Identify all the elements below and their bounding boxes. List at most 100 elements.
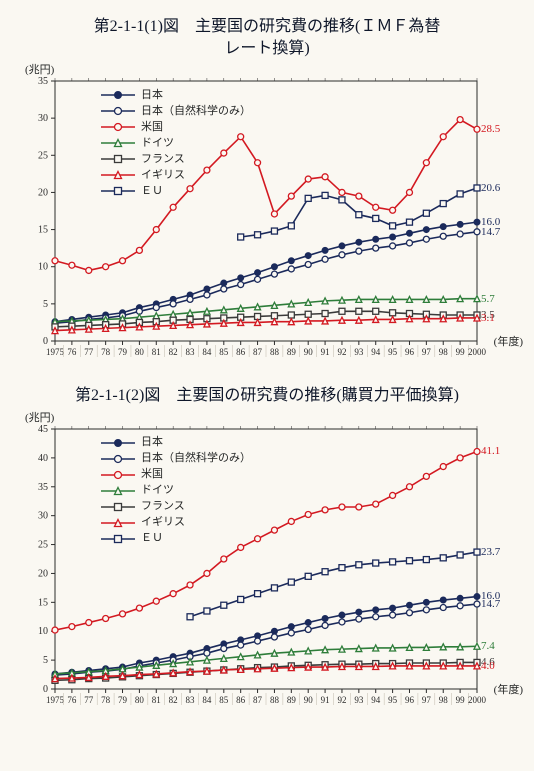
svg-text:87: 87 — [253, 695, 263, 705]
legend-item: フランス — [101, 151, 251, 167]
svg-text:99: 99 — [456, 695, 466, 705]
legend-label: フランス — [141, 151, 185, 168]
svg-text:15: 15 — [38, 225, 48, 236]
svg-text:1975: 1975 — [46, 695, 65, 705]
svg-text:0: 0 — [43, 684, 48, 695]
y-axis-unit: (兆円) — [25, 409, 54, 425]
chart1-legend: 日本 日本（自然科学のみ） 米国 ドイツ フランス イギリス ＥＵ — [101, 87, 251, 199]
svg-text:35: 35 — [38, 76, 48, 87]
svg-text:93: 93 — [354, 347, 364, 357]
legend-item: フランス — [101, 499, 251, 515]
legend-label: 米国 — [141, 119, 163, 136]
legend-label: ドイツ — [141, 135, 174, 152]
end-value-label: 41.1 — [481, 445, 500, 457]
svg-text:81: 81 — [152, 695, 161, 705]
svg-text:30: 30 — [38, 113, 48, 124]
svg-text:85: 85 — [219, 695, 229, 705]
svg-text:85: 85 — [219, 347, 229, 357]
legend-item: 米国 — [101, 119, 251, 135]
legend-label: イギリス — [141, 514, 185, 531]
x-axis-unit: (年度) — [494, 333, 523, 349]
svg-text:82: 82 — [169, 695, 178, 705]
svg-text:95: 95 — [388, 347, 398, 357]
svg-text:0: 0 — [43, 336, 48, 347]
svg-text:35: 35 — [38, 482, 48, 493]
svg-text:79: 79 — [118, 347, 128, 357]
svg-text:88: 88 — [270, 347, 280, 357]
svg-text:80: 80 — [135, 347, 145, 357]
svg-text:91: 91 — [321, 347, 330, 357]
legend-label: 日本 — [141, 434, 163, 451]
end-value-label: 3.1 — [481, 312, 495, 324]
svg-text:20: 20 — [38, 188, 48, 199]
svg-text:78: 78 — [101, 695, 111, 705]
svg-text:92: 92 — [337, 347, 346, 357]
legend-label: 日本（自然科学のみ） — [141, 103, 251, 120]
svg-text:84: 84 — [202, 695, 212, 705]
end-value-label: 23.7 — [481, 546, 500, 558]
svg-text:86: 86 — [236, 695, 246, 705]
legend-item: 日本 — [101, 87, 251, 103]
svg-text:40: 40 — [38, 453, 48, 464]
end-value-label: 4.0 — [481, 660, 495, 672]
svg-text:96: 96 — [405, 695, 415, 705]
y-axis-unit: (兆円) — [25, 61, 54, 77]
legend-label: ＥＵ — [141, 183, 163, 200]
legend-item: 日本（自然科学のみ） — [101, 451, 251, 467]
svg-text:87: 87 — [253, 347, 263, 357]
svg-text:79: 79 — [118, 695, 128, 705]
svg-text:10: 10 — [38, 262, 48, 273]
svg-text:88: 88 — [270, 695, 280, 705]
svg-text:95: 95 — [388, 695, 398, 705]
legend-label: 日本 — [141, 87, 163, 104]
series-ＥＵ — [190, 552, 477, 617]
svg-text:84: 84 — [202, 347, 212, 357]
svg-text:45: 45 — [38, 424, 48, 435]
svg-text:15: 15 — [38, 597, 48, 608]
chart2-title: 第2-1-1(2)図 主要国の研究費の推移(購買力平価換算) — [8, 385, 526, 407]
end-value-label: 20.6 — [481, 182, 500, 194]
chart1: (兆円) 05101520253035197576777879808182838… — [13, 65, 521, 365]
legend-item: ドイツ — [101, 483, 251, 499]
svg-text:20: 20 — [38, 568, 48, 579]
chart2: (兆円) 05101520253035404519757677787980818… — [13, 413, 521, 713]
svg-text:97: 97 — [422, 347, 432, 357]
svg-text:89: 89 — [287, 347, 297, 357]
chart1-title: 第2-1-1(1)図 主要国の研究費の推移(ＩＭＦ為替レート換算) — [8, 16, 526, 59]
svg-text:90: 90 — [304, 347, 314, 357]
chart2-plot: 0510152025303540451975767778798081828384… — [13, 413, 521, 713]
svg-text:77: 77 — [84, 695, 94, 705]
legend-label: ドイツ — [141, 482, 174, 499]
end-value-label: 28.5 — [481, 123, 500, 135]
svg-text:98: 98 — [439, 695, 449, 705]
svg-text:86: 86 — [236, 347, 246, 357]
svg-text:99: 99 — [456, 347, 466, 357]
svg-text:5: 5 — [43, 655, 48, 666]
svg-text:30: 30 — [38, 510, 48, 521]
end-value-label: 14.7 — [481, 598, 500, 610]
svg-text:83: 83 — [186, 347, 196, 357]
legend-label: 米国 — [141, 466, 163, 483]
svg-text:80: 80 — [135, 695, 145, 705]
legend-label: イギリス — [141, 167, 185, 184]
end-value-label: 7.4 — [481, 640, 495, 652]
svg-text:81: 81 — [152, 347, 161, 357]
legend-item: ＥＵ — [101, 531, 251, 547]
svg-text:25: 25 — [38, 150, 48, 161]
svg-text:10: 10 — [38, 626, 48, 637]
svg-text:97: 97 — [422, 695, 432, 705]
svg-text:25: 25 — [38, 539, 48, 550]
svg-text:89: 89 — [287, 695, 297, 705]
legend-label: フランス — [141, 498, 185, 515]
svg-text:83: 83 — [186, 695, 196, 705]
end-value-label: 14.7 — [481, 226, 500, 238]
legend-item: 米国 — [101, 467, 251, 483]
svg-text:5: 5 — [43, 299, 48, 310]
svg-text:98: 98 — [439, 347, 449, 357]
legend-item: イギリス — [101, 515, 251, 531]
svg-text:90: 90 — [304, 695, 314, 705]
svg-text:77: 77 — [84, 347, 94, 357]
legend-item: 日本（自然科学のみ） — [101, 103, 251, 119]
legend-item: ＥＵ — [101, 183, 251, 199]
svg-text:93: 93 — [354, 695, 364, 705]
